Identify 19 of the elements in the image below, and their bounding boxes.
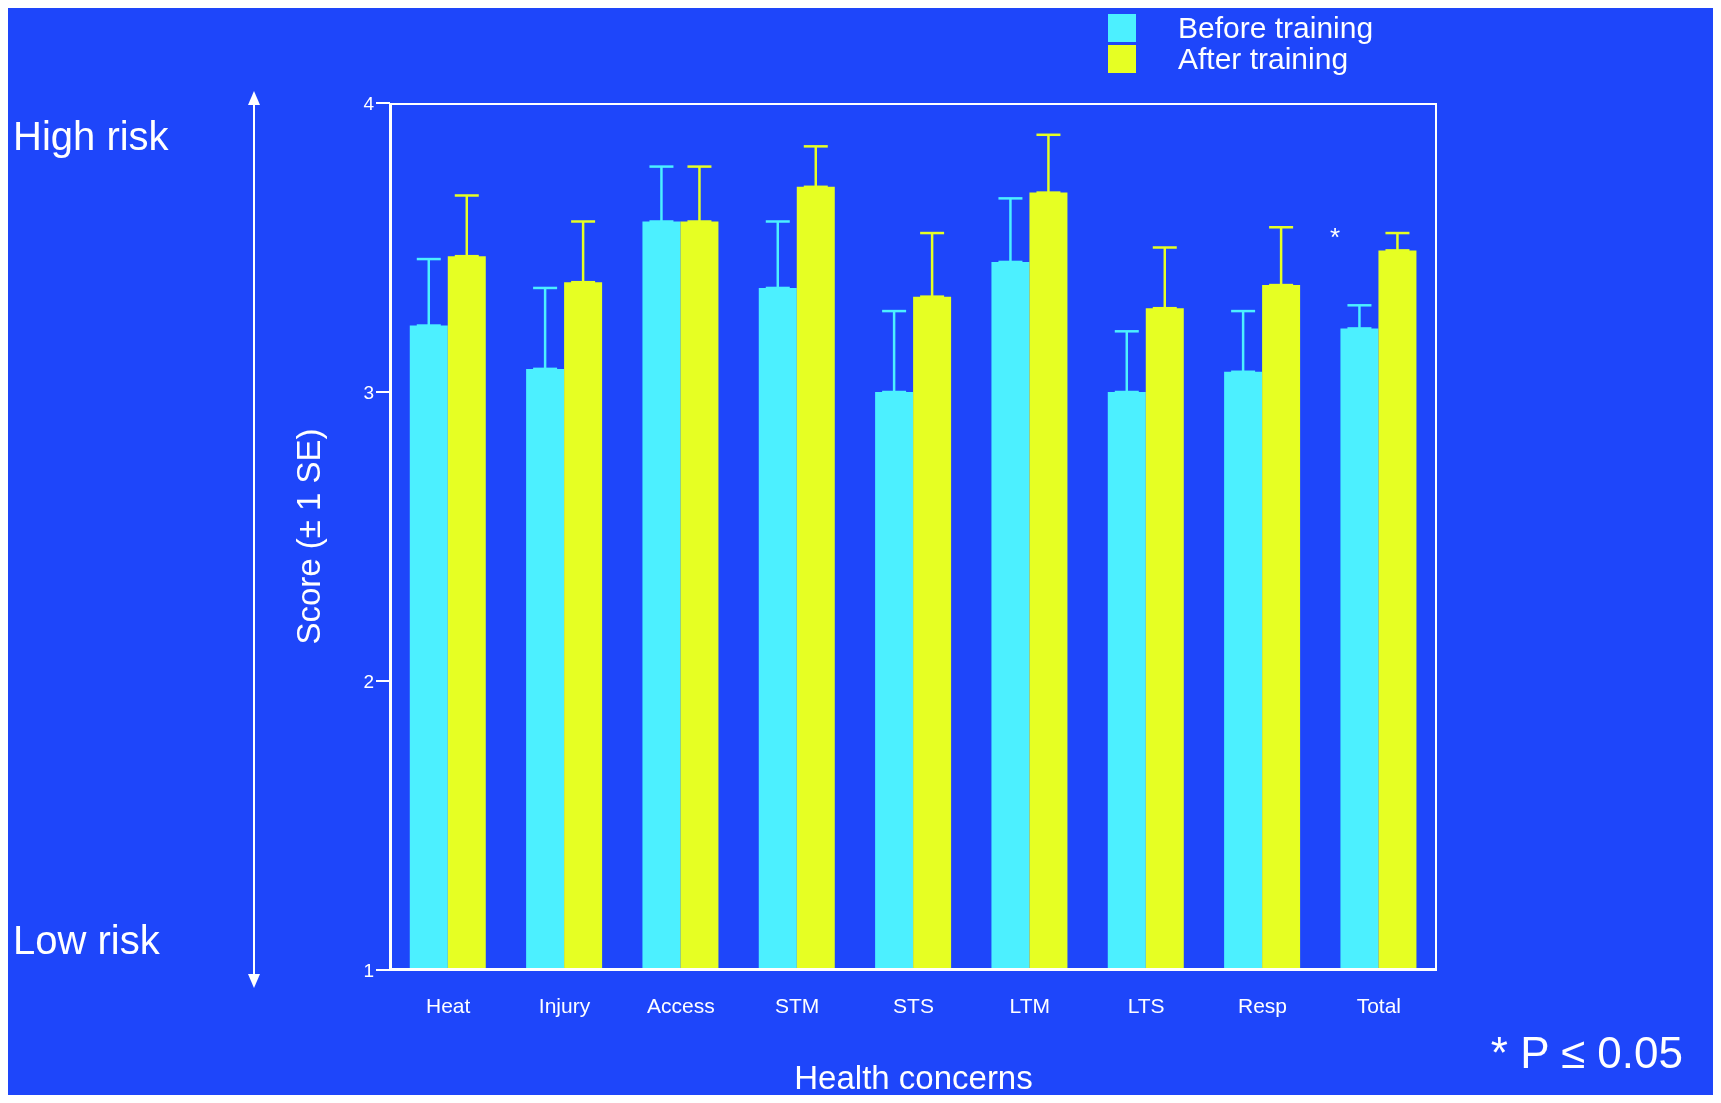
x-tick-label: STM bbox=[775, 993, 820, 1017]
x-axis-title: Health concerns bbox=[794, 1059, 1033, 1096]
y-tick-label: 4 bbox=[363, 92, 375, 114]
text: High risk bbox=[13, 114, 169, 159]
y-tick-label: 2 bbox=[363, 670, 374, 692]
y-tick-label: 1 bbox=[363, 959, 374, 981]
text: * P ≤ 0.05 bbox=[1490, 1028, 1683, 1078]
x-tick-label: STS bbox=[893, 993, 934, 1017]
x-tick-label: Total bbox=[1356, 993, 1402, 1017]
x-tick-label: Resp bbox=[1237, 993, 1288, 1017]
x-tick-label: LTS bbox=[1127, 993, 1165, 1017]
x-tick-label: Access bbox=[646, 993, 715, 1017]
x-tick-label: Heat bbox=[425, 993, 471, 1017]
y-axis-title: Score (± 1 SE) bbox=[289, 428, 327, 645]
y-tick-label: 3 bbox=[363, 381, 374, 403]
x-tick-label: LTM bbox=[1009, 993, 1051, 1017]
annotation: * bbox=[1330, 222, 1341, 253]
text: Low risk bbox=[13, 918, 160, 963]
x-tick-label: Injury bbox=[538, 993, 591, 1017]
